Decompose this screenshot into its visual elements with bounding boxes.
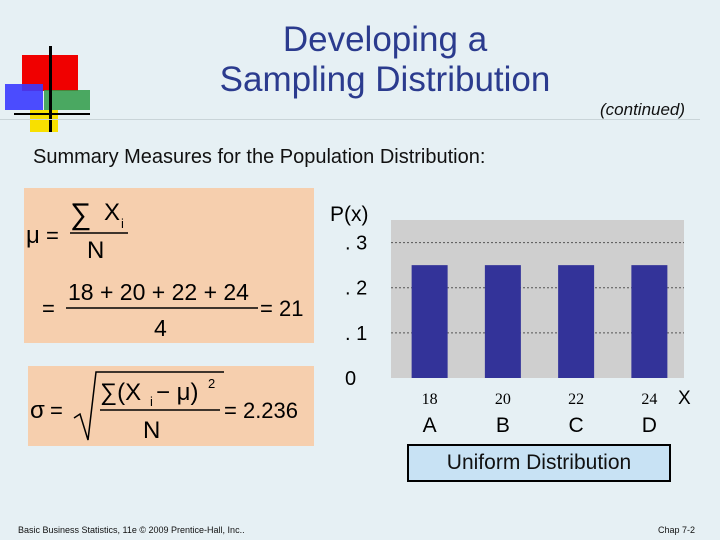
xi-subscript: i xyxy=(121,216,124,231)
continued-note: (continued) xyxy=(600,100,686,119)
summary-heading: Summary Measures for the Population Dist… xyxy=(33,146,486,168)
title-line-1: Developing a xyxy=(282,20,488,59)
mean-formula: μ = ∑ X i N = 18 + 20 + 22 + 24 4 = 21 xyxy=(26,198,303,341)
y-tick-label: 0 xyxy=(345,368,356,390)
sd-result: = 2.236 xyxy=(224,398,298,423)
y-axis-label: P(x) xyxy=(330,203,369,226)
sd-square: 2 xyxy=(208,376,215,391)
sd-n-label: N xyxy=(143,417,160,444)
sd-equals: = xyxy=(50,398,63,423)
mean-result: = 21 xyxy=(260,296,303,321)
y-tick-label: . 1 xyxy=(345,323,367,345)
x-tick-label: 18 xyxy=(422,391,438,408)
logo-blue-square xyxy=(5,84,43,110)
x-category-letter: D xyxy=(642,414,657,437)
mu-equals: = xyxy=(46,223,59,248)
logo-horizontal-line xyxy=(14,113,90,115)
x-axis-label: X xyxy=(678,388,691,409)
title-divider xyxy=(0,119,700,120)
sd-formula: σ = ∑(X i − μ) 2 N = 2.236 xyxy=(30,371,298,444)
slide-title: Developing a Sampling Distribution xyxy=(165,20,605,100)
footer-citation: Basic Business Statistics, 11e © 2009 Pr… xyxy=(18,525,245,535)
bar-24 xyxy=(631,265,668,378)
x-category-letter: B xyxy=(496,414,510,437)
x-tick-label: 22 xyxy=(568,391,584,408)
bar-18 xyxy=(411,265,448,378)
mu-symbol: μ xyxy=(26,222,40,249)
logo-vertical-line xyxy=(49,46,52,132)
n-label: N xyxy=(87,237,104,264)
sd-numerator: ∑(X xyxy=(100,379,141,406)
mean-numerator: 18 + 20 + 22 + 24 xyxy=(68,279,249,305)
sum-symbol: ∑ xyxy=(70,198,91,231)
mean-formula-box: μ = ∑ X i N = 18 + 20 + 22 + 24 4 = 21 xyxy=(24,188,314,343)
sd-formula-box: σ = ∑(X i − μ) 2 N = 2.236 xyxy=(28,366,314,446)
bar-22 xyxy=(558,265,595,378)
sd-numerator-tail: − μ) xyxy=(156,379,199,406)
second-equals: = xyxy=(42,296,55,321)
page-number: Chap 7-2 xyxy=(658,525,696,535)
title-line-2: Sampling Distribution xyxy=(219,60,551,99)
x-category-letter: C xyxy=(569,414,584,437)
bar-20 xyxy=(484,265,521,378)
mean-denominator: 4 xyxy=(154,315,167,341)
y-tick-label: . 3 xyxy=(345,233,367,255)
x-tick-label: 20 xyxy=(495,391,511,408)
logo-green-square xyxy=(44,90,90,110)
sd-subscript-i: i xyxy=(150,394,153,409)
x-tick-label: 24 xyxy=(641,391,657,408)
xi-label: X xyxy=(104,199,120,226)
y-tick-label: . 2 xyxy=(345,278,367,300)
x-category-letter: A xyxy=(423,414,437,437)
sigma-symbol: σ xyxy=(30,397,45,424)
legend-box: Uniform Distribution xyxy=(407,444,671,482)
